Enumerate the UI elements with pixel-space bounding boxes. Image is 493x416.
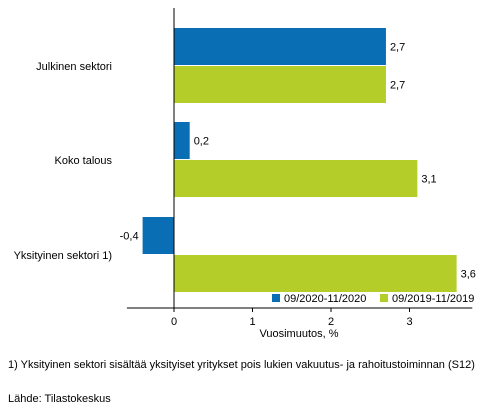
bar-s1-c2 <box>174 255 457 292</box>
legend-swatch-0 <box>272 294 280 302</box>
source-note: Lähde: Tilastokeskus <box>8 393 111 405</box>
category-labels-group: Julkinen sektori Koko talous Yksityinen se… <box>14 61 113 262</box>
bar-s0-c1 <box>174 122 190 159</box>
x-tick-label-2: 2 <box>328 316 334 328</box>
value-label-s0-c0: 2,7 <box>390 42 405 54</box>
value-label-s0-c1: 0,2 <box>194 136 209 148</box>
value-label-s1-c2: 3,6 <box>461 269 476 281</box>
x-tick-label-3: 3 <box>406 316 412 328</box>
x-tick-label-0: 0 <box>171 316 177 328</box>
bar-s1-c1 <box>174 160 418 197</box>
value-label-s0-c2: -0,4 <box>120 231 139 243</box>
category-label-1: Koko talous <box>55 155 113 167</box>
category-label-2: Yksityinen sektori 1) <box>14 250 112 262</box>
footnote: 1) Yksityinen sektori sisältää yksityise… <box>8 359 475 371</box>
x-axis-title: Vuosimuutos, % <box>259 328 338 340</box>
legend-label-0: 09/2020-11/2020 <box>284 293 366 305</box>
legend-swatch-1 <box>380 294 388 302</box>
x-tick-label-1: 1 <box>249 316 255 328</box>
legend: 09/2020-11/2020 09/2019-11/2019 <box>272 293 474 305</box>
bar-s0-c0 <box>174 28 386 65</box>
category-label-0: Julkinen sektori <box>36 61 112 73</box>
value-label-s1-c1: 3,1 <box>421 174 436 186</box>
bar-s0-c2 <box>142 217 174 254</box>
legend-label-1: 09/2019-11/2019 <box>392 293 474 305</box>
value-labels-group: 2,7 2,7 0,2 3,1 -0,4 3,6 <box>120 42 476 281</box>
x-ticks-group: 0 1 2 3 <box>171 308 413 328</box>
bar-chart: 2,7 2,7 0,2 3,1 -0,4 3,6 Julkinen sektori Koko… <box>14 8 476 340</box>
bars-group <box>142 28 457 292</box>
bar-s1-c0 <box>174 66 386 103</box>
value-label-s1-c0: 2,7 <box>390 80 405 92</box>
